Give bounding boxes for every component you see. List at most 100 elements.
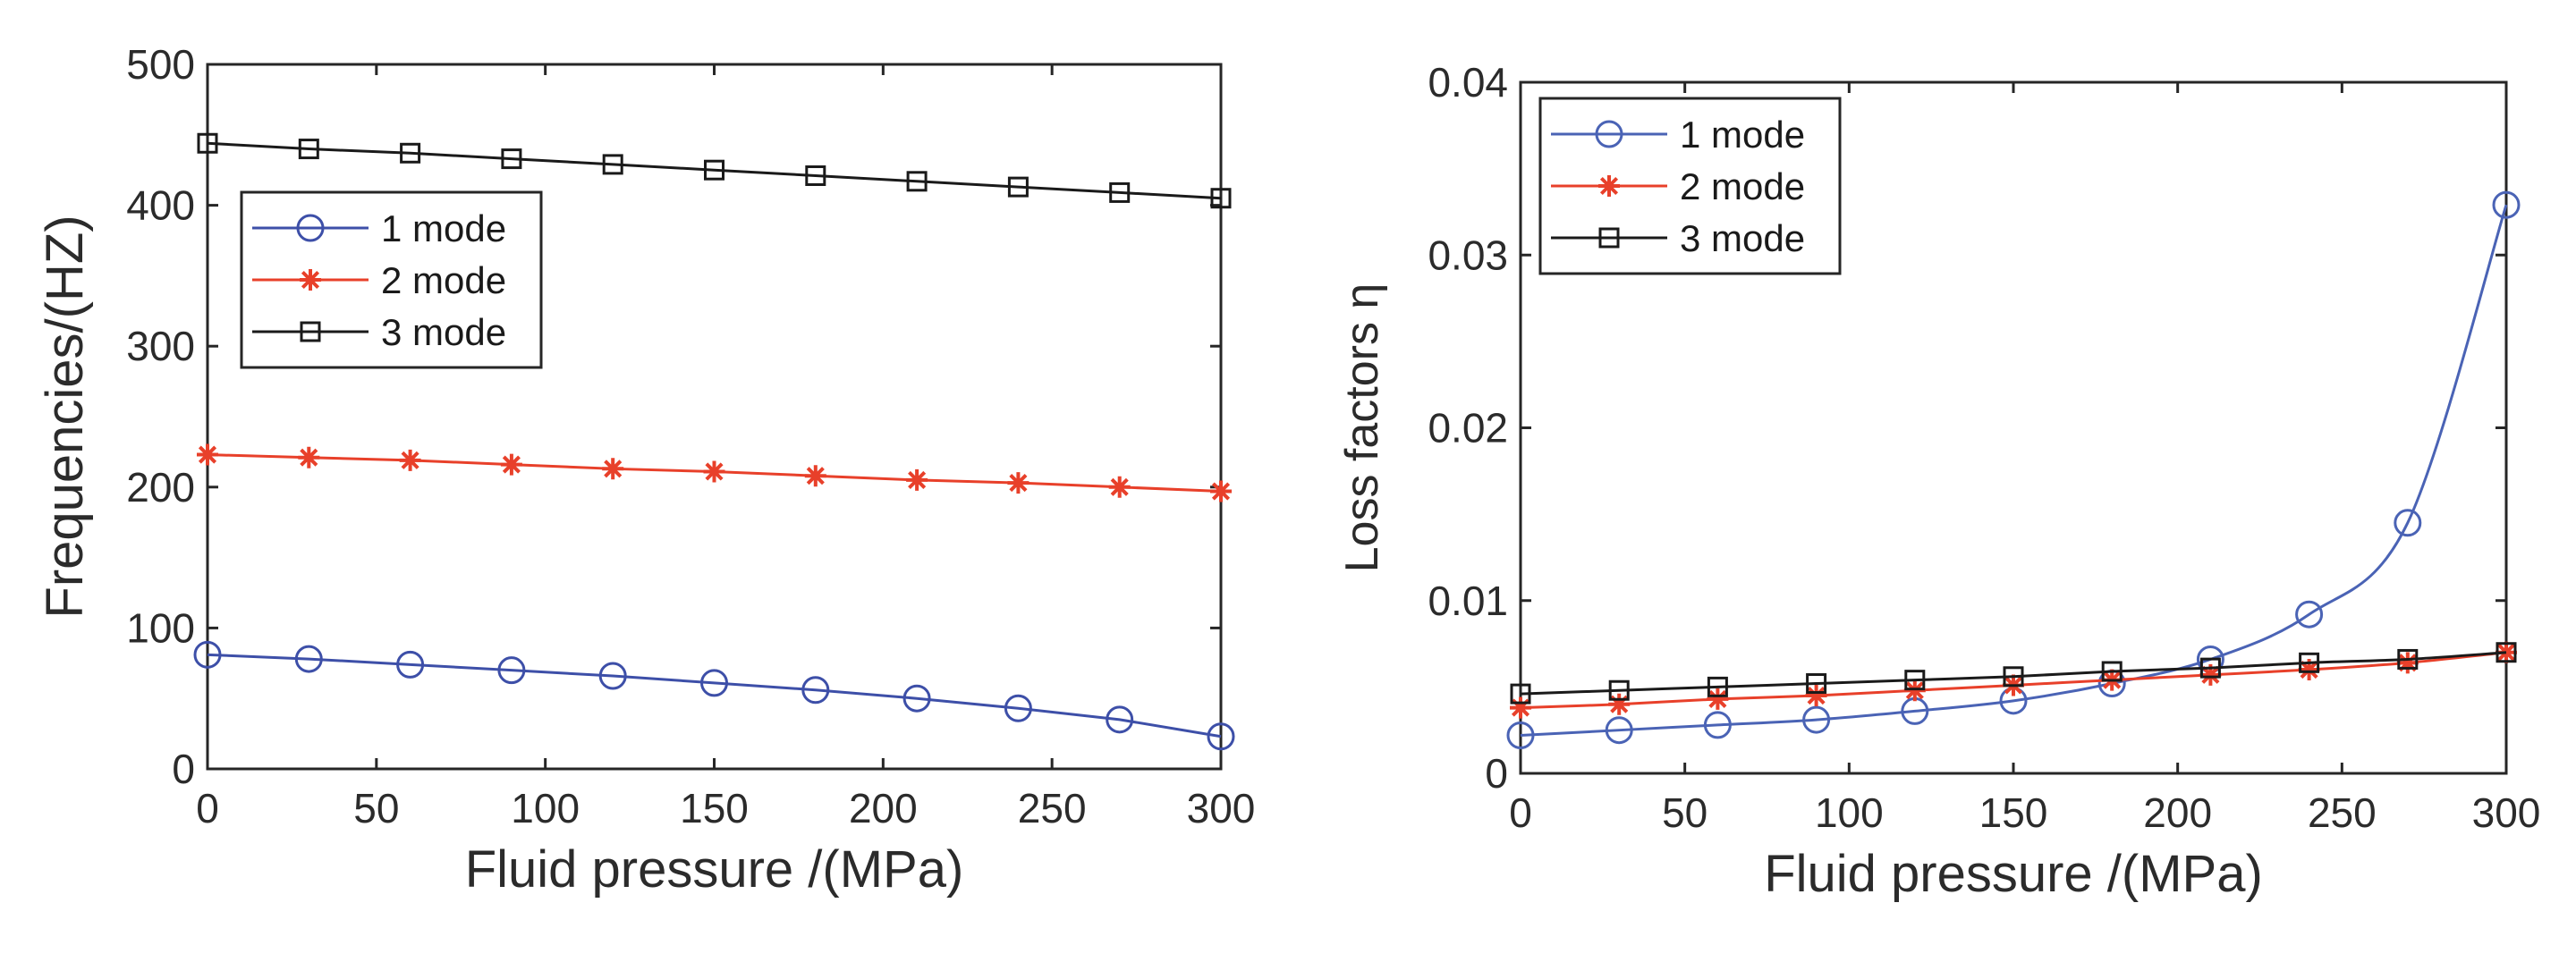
data-point xyxy=(1802,705,1831,734)
y-tick-label: 0 xyxy=(1485,750,1508,797)
legend-marker xyxy=(300,269,321,291)
data-point xyxy=(2101,661,2123,682)
data-point xyxy=(902,684,931,713)
data-point xyxy=(906,171,928,192)
data-point xyxy=(2492,190,2521,219)
data-point xyxy=(2298,659,2320,681)
data-point xyxy=(1007,472,1030,494)
data-point xyxy=(399,449,421,471)
series-line xyxy=(1520,651,2507,696)
data-point xyxy=(1106,705,1134,734)
y-tick-label: 300 xyxy=(126,323,195,369)
data-point xyxy=(2003,666,2024,688)
x-tick-label: 150 xyxy=(1979,789,2048,836)
y-tick-label: 100 xyxy=(126,604,195,651)
x-tick-label: 50 xyxy=(353,785,399,831)
x-axis-label: Fluid pressure /(MPa) xyxy=(1764,845,2263,903)
x-tick-label: 0 xyxy=(196,785,219,831)
data-point xyxy=(497,656,526,685)
y-axis-label: Loss factors η xyxy=(1336,283,1388,573)
series-2 xyxy=(197,443,1232,502)
data-point xyxy=(2199,663,2222,686)
x-tick-label: 250 xyxy=(2308,789,2377,836)
legend: 1 mode 2 mode 3 mode xyxy=(240,190,543,369)
y-axis-label: Frequencies/(HZ) xyxy=(36,215,94,618)
data-point xyxy=(1506,721,1535,749)
x-tick-label: 0 xyxy=(1509,789,1532,836)
legend: 1 mode 2 mode 3 mode xyxy=(1538,97,1842,275)
data-point xyxy=(501,148,522,170)
x-tick-label: 200 xyxy=(849,785,918,831)
loss-factor-chart: 0 50 100 150 200 250 300 0 0.01 0.02 0.03 0.04 Fluid… xyxy=(1336,59,2540,903)
x-tick-label: 250 xyxy=(1018,785,1087,831)
data-point xyxy=(1004,694,1032,722)
series-line xyxy=(207,141,1222,200)
data-point xyxy=(298,139,319,160)
x-tick-label: 200 xyxy=(2143,789,2212,836)
legend-entry-label: 1 mode xyxy=(381,207,506,249)
legend-entry-label: 2 mode xyxy=(381,259,506,301)
y-tick-label: 0.02 xyxy=(1428,405,1508,451)
legend-entry-label: 3 mode xyxy=(381,311,506,353)
data-point xyxy=(700,669,728,697)
y-tick-label: 0.04 xyxy=(1428,59,1508,105)
data-point xyxy=(801,676,830,705)
legend-marker xyxy=(1598,227,1620,249)
data-point xyxy=(1707,676,1728,697)
data-point xyxy=(1904,670,1926,691)
data-point xyxy=(1108,476,1131,498)
data-point xyxy=(294,645,323,673)
data-point xyxy=(500,453,522,476)
series-3 xyxy=(197,132,1232,209)
data-point xyxy=(1608,693,1631,715)
legend-marker xyxy=(1595,120,1623,148)
data-point xyxy=(2396,652,2419,674)
data-point xyxy=(2299,652,2320,673)
x-axis-label: Fluid pressure /(MPa) xyxy=(465,840,964,899)
frequency-chart: 0 50 100 150 200 250 300 0 100 200 300 400 500 Fluid … xyxy=(36,41,1255,899)
legend-entry-label: 1 mode xyxy=(1680,114,1805,156)
data-point xyxy=(396,650,425,679)
series-1 xyxy=(193,640,1235,751)
legend-entry-label: 3 mode xyxy=(1680,217,1805,259)
data-point xyxy=(1605,716,1633,745)
x-tick-label: 50 xyxy=(1662,789,1707,836)
y-tick-label: 0.01 xyxy=(1428,578,1508,624)
legend-marker xyxy=(296,214,325,242)
data-point xyxy=(804,465,826,487)
series-3 xyxy=(1510,642,2517,705)
data-point xyxy=(1207,722,1235,751)
data-point xyxy=(2394,509,2422,537)
x-tick-label: 300 xyxy=(1187,785,1256,831)
data-point xyxy=(2199,657,2221,679)
legend-marker xyxy=(300,321,321,342)
y-tick-label: 200 xyxy=(126,464,195,511)
data-point xyxy=(197,132,218,154)
data-point xyxy=(598,662,627,690)
data-point xyxy=(1805,685,1827,707)
data-point xyxy=(1210,480,1232,502)
data-point xyxy=(1806,673,1827,695)
data-point xyxy=(193,640,222,669)
data-point xyxy=(1703,711,1732,739)
data-point xyxy=(602,154,623,175)
data-point xyxy=(1510,696,1531,719)
data-point xyxy=(1007,176,1029,198)
y-tick-label: 400 xyxy=(126,182,195,229)
data-point xyxy=(2397,648,2419,670)
x-tick-label: 100 xyxy=(1815,789,1884,836)
data-point xyxy=(2295,600,2324,629)
data-point xyxy=(1510,683,1531,705)
series-line xyxy=(207,653,1222,738)
data-point xyxy=(400,142,421,164)
data-point xyxy=(1210,188,1232,209)
x-tick-label: 150 xyxy=(680,785,749,831)
data-point xyxy=(805,165,826,187)
y-tick-label: 0.03 xyxy=(1428,232,1508,278)
data-point xyxy=(703,460,725,483)
legend-entry-label: 2 mode xyxy=(1680,165,1805,207)
data-point xyxy=(1903,679,1926,702)
y-tick-label: 500 xyxy=(126,41,195,88)
